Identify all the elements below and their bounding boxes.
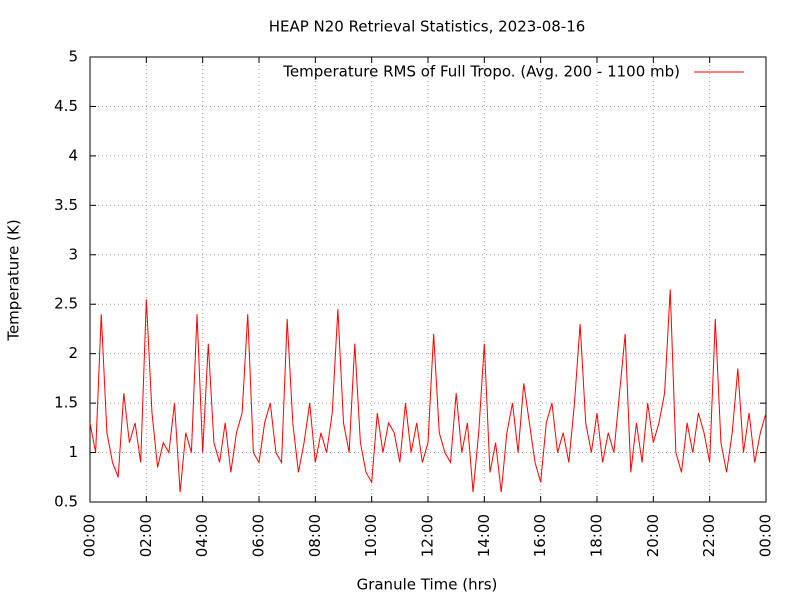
x-tick-label: 22:00 (700, 514, 718, 557)
x-tick-label: 14:00 (475, 514, 493, 557)
y-tick-label: 2.5 (54, 295, 78, 313)
x-tick-label: 08:00 (306, 514, 324, 557)
y-tick-label: 5 (68, 48, 78, 66)
y-tick-label: 0.5 (54, 493, 78, 511)
legend-label: Temperature RMS of Full Tropo. (Avg. 200… (282, 63, 680, 81)
y-tick-label: 4 (68, 146, 78, 164)
x-tick-label: 20:00 (644, 514, 662, 557)
y-tick-label: 3 (68, 245, 78, 263)
x-tick-label: 06:00 (250, 514, 268, 557)
y-tick-label: 2 (68, 344, 78, 362)
x-tick-label: 10:00 (362, 514, 380, 557)
chart-title: HEAP N20 Retrieval Statistics, 2023-08-1… (269, 18, 586, 36)
y-tick-label: 1 (68, 443, 78, 461)
x-tick-label: 00:00 (81, 514, 99, 557)
x-tick-label: 04:00 (193, 514, 211, 557)
x-tick-label: 02:00 (137, 514, 155, 557)
x-tick-label: 16:00 (531, 514, 549, 557)
data-line (89, 289, 767, 493)
y-axis-label: Temperature (K) (5, 219, 23, 341)
x-axis-label: Granule Time (hrs) (357, 576, 498, 594)
x-tick-label: 00:00 (757, 514, 775, 557)
y-tick-label: 1.5 (54, 394, 78, 412)
x-tick-label: 12:00 (419, 514, 437, 557)
x-tick-label: 18:00 (588, 514, 606, 557)
y-tick-label: 3.5 (54, 196, 78, 214)
y-tick-label: 4.5 (54, 97, 78, 115)
